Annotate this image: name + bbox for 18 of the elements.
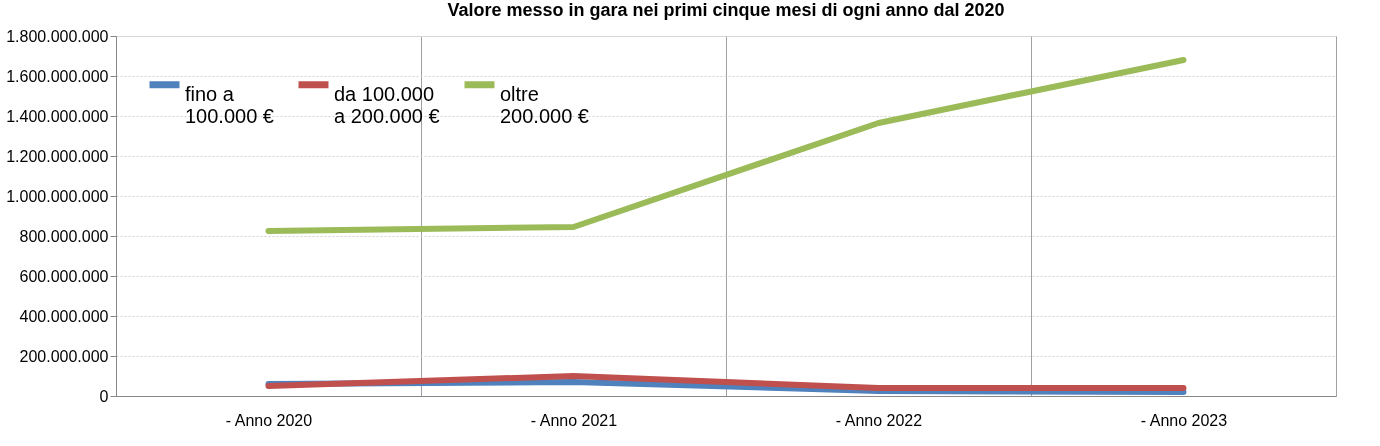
x-tick-label: - Anno 2020 — [225, 411, 313, 429]
y-tick-label: 200.000.000 — [19, 347, 109, 365]
y-tick-label: 1.200.000.000 — [6, 147, 109, 165]
x-tick-label: - Anno 2023 — [1140, 411, 1228, 429]
y-tick-label: 1.600.000.000 — [6, 67, 109, 85]
legend-label: fino a 100.000 € — [185, 82, 274, 127]
x-tick-label: - Anno 2021 — [530, 411, 618, 429]
y-tick-label: 400.000.000 — [19, 307, 109, 325]
y-tick-label: 600.000.000 — [19, 267, 109, 285]
legend-label: oltre 200.000 € — [500, 82, 589, 127]
legend-label: da 100.000 a 200.000 € — [334, 82, 440, 127]
y-tick-label: 800.000.000 — [19, 227, 109, 245]
chart-title: Valore messo in gara nei primi cinque mesi di ogni anno dal 2020 — [447, 0, 1005, 20]
y-tick-label: 1.000.000.000 — [6, 187, 109, 205]
y-tick-label: 1.800.000.000 — [6, 27, 109, 45]
y-tick-label: 0 — [99, 387, 109, 405]
y-tick-label: 1.400.000.000 — [6, 107, 109, 125]
x-tick-label: - Anno 2022 — [835, 411, 923, 429]
